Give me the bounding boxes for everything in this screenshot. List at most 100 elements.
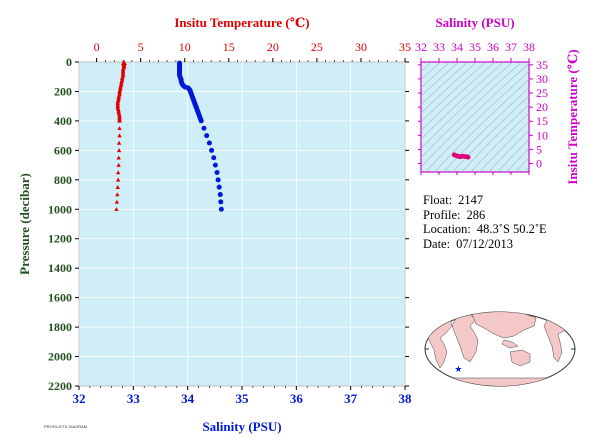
ts-salinity-tick-label: 34	[451, 40, 463, 54]
density-contour	[443, 87, 529, 172]
ts-temperature-tick-label: 30	[536, 72, 548, 86]
location-label: Location:	[423, 222, 471, 236]
pressure-tick-label: 1400	[48, 261, 72, 275]
salinity-point	[211, 155, 217, 161]
location-value: 48.3˚S 50.2˚E	[476, 222, 547, 236]
temperature-tick-label: 10	[179, 40, 191, 54]
ts-salinity-tick-label: 35	[469, 40, 481, 54]
density-contour	[421, 62, 433, 72]
temperature-tick-label: 35	[399, 40, 411, 54]
salinity-point	[216, 184, 222, 190]
float-info-panel: Float: 2147 Profile: 286 Location: 48.3˚S 5…	[423, 193, 598, 251]
salinity-tick-label: 36	[290, 391, 304, 406]
density-contour	[421, 62, 460, 97]
pressure-tick-label: 1800	[48, 320, 72, 334]
density-contour	[470, 112, 529, 172]
temperature-axis-title: Insitu Temperature (℃)	[174, 15, 309, 30]
salinity-point	[218, 199, 224, 205]
ts-temperature-title: Insitu Temperature (℃)	[565, 49, 580, 184]
temperature-point	[117, 126, 122, 131]
pressure-tick-label: 0	[66, 55, 72, 69]
salinity-point	[201, 125, 207, 131]
ts-temperature-tick-label: 25	[536, 86, 548, 100]
temperature-point	[116, 162, 121, 167]
temperature-tick-label: 0	[94, 40, 100, 54]
temperature-point	[117, 133, 122, 138]
ts-temperature-tick-label: 20	[536, 100, 548, 114]
density-contour	[421, 62, 442, 80]
temperature-point	[115, 184, 120, 189]
pressure-tick-label: 400	[54, 114, 72, 128]
temperature-tick-label: 5	[138, 40, 144, 54]
profile-value: 286	[466, 207, 486, 222]
float-value: 2147	[458, 193, 484, 207]
density-contour	[434, 79, 529, 172]
ts-salinity-tick-label: 32	[415, 40, 427, 54]
density-contour	[421, 62, 514, 149]
pressure-tick-label: 600	[54, 143, 72, 157]
temperature-point	[116, 170, 121, 175]
density-contour	[506, 148, 529, 172]
date-value: 07/12/2013	[456, 236, 514, 251]
temperature-tick-label: 25	[311, 40, 323, 54]
ts-salinity-tick-label: 33	[433, 40, 445, 54]
density-contour	[421, 62, 487, 123]
ts-salinity-tick-label: 37	[505, 40, 517, 54]
temperature-point	[116, 155, 121, 160]
pressure-tick-label: 200	[54, 84, 72, 98]
density-contour	[497, 138, 529, 172]
date-label: Date:	[423, 236, 451, 251]
salinity-point	[206, 140, 212, 146]
profile-grid	[78, 61, 406, 387]
pressure-tick-label: 1000	[48, 202, 72, 216]
temperature-tick-label: 20	[267, 40, 279, 54]
temperature-point	[115, 192, 120, 197]
salinity-point	[212, 162, 218, 168]
pressure-tick-label: 1200	[48, 232, 72, 246]
temperature-tick-label: 30	[355, 40, 367, 54]
salinity-point	[218, 206, 224, 212]
density-contour	[479, 121, 529, 172]
salinity-axis: 32 33 34 35 36 37 38	[73, 386, 413, 406]
density-contour	[421, 62, 496, 131]
density-contour	[421, 62, 523, 159]
temperature-point	[116, 148, 122, 153]
salinity-series	[177, 60, 224, 212]
salinity-axis-title: Salinity (PSU)	[202, 419, 281, 434]
salinity-tick-label: 37	[344, 391, 358, 406]
ts-point	[465, 154, 471, 160]
density-contour	[421, 62, 505, 140]
temperature-point	[116, 177, 121, 182]
density-contour	[488, 129, 529, 172]
temperature-point	[114, 207, 119, 212]
ts-salinity-tick-label: 36	[487, 40, 499, 54]
salinity-tick-label: 38	[399, 391, 413, 406]
density-contour	[452, 95, 529, 172]
profile-label: Profile:	[423, 207, 461, 222]
location-map: ★	[424, 311, 576, 387]
ts-salinity-tick-label: 38	[523, 40, 535, 54]
pressure-tick-label: 1600	[48, 291, 72, 305]
density-contour	[421, 62, 478, 114]
ts-salinity-title: Salinity (PSU)	[435, 15, 514, 30]
salinity-tick-label: 34	[181, 391, 195, 406]
salinity-tick-label: 35	[236, 391, 250, 406]
salinity-tick-label: 32	[73, 391, 86, 406]
salinity-point	[204, 133, 210, 139]
temperature-point	[116, 140, 122, 145]
temperature-tick-label: 15	[223, 40, 235, 54]
ts-temperature-tick-label: 0	[536, 157, 542, 171]
ts-density-contours	[421, 62, 529, 172]
salinity-point	[215, 177, 221, 183]
map-landmasses	[425, 312, 571, 386]
temperature-point	[114, 199, 120, 204]
ts-points	[452, 152, 471, 160]
density-contour	[515, 157, 529, 172]
temperature-axis: 0 5 10 15 20 25 30 35	[94, 40, 411, 62]
ts-temperature-tick-label: 5	[536, 142, 542, 156]
pressure-tick-label: 2200	[48, 379, 72, 393]
salinity-point	[217, 192, 223, 198]
density-contour	[421, 62, 469, 105]
